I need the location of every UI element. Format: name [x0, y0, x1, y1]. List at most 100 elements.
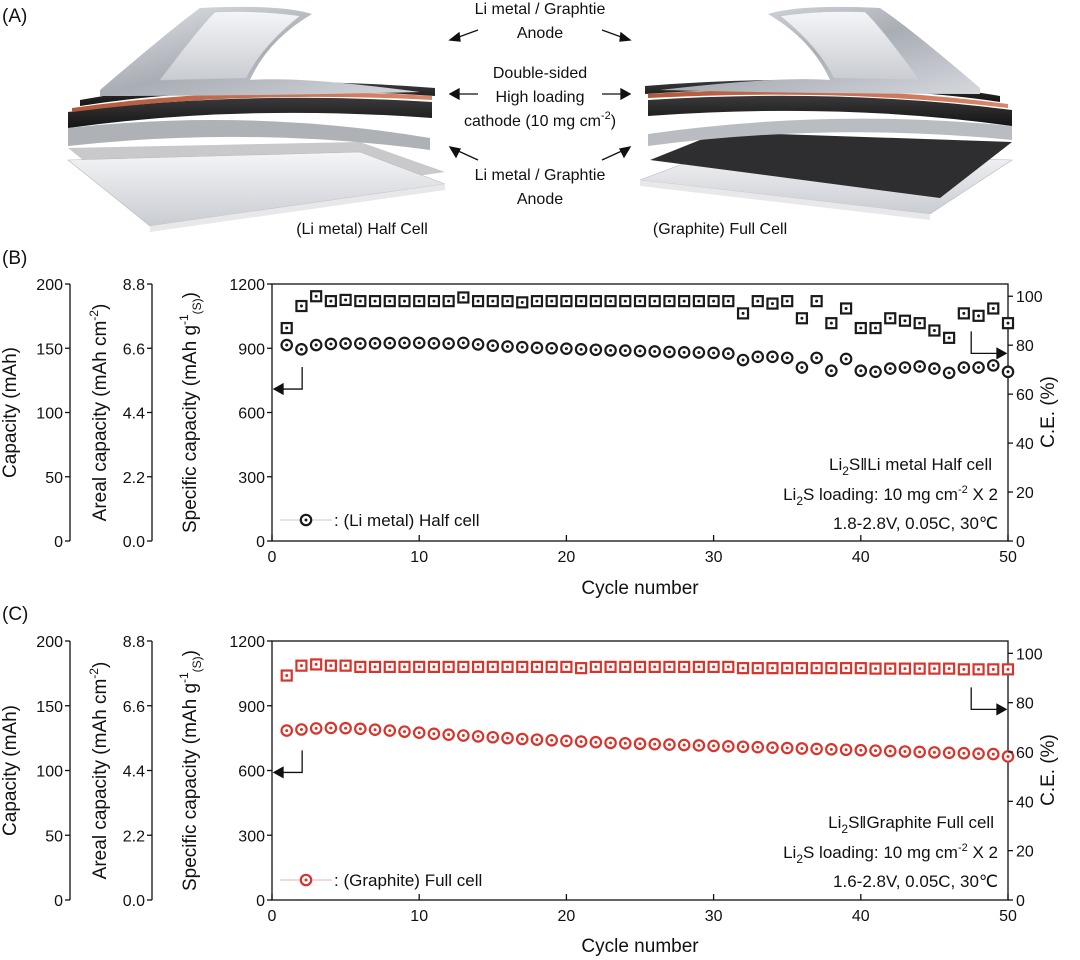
- capacity-point-23: [604, 736, 617, 750]
- ce-point-1-dot: [285, 674, 289, 678]
- y-axis-1-tick-label-2: 4.4: [123, 764, 145, 781]
- capacity-point-5: [339, 337, 352, 350]
- ce-point-2: [295, 659, 308, 672]
- ce-point-27-dot: [667, 665, 671, 669]
- y-axis-2-tick-label-0: 0: [256, 893, 265, 910]
- capacity-point-25-dot: [638, 349, 642, 353]
- capacity-point-44: [913, 745, 926, 759]
- ce-point-32-dot: [741, 666, 745, 670]
- capacity-point-42-dot: [888, 749, 892, 753]
- ce-point-18: [530, 660, 544, 674]
- capacity-point-17: [515, 340, 529, 354]
- capacity-point-38: [825, 743, 838, 756]
- capacity-point-13: [457, 336, 470, 350]
- capacity-point-12-dot: [447, 342, 451, 346]
- legend-marker: [299, 513, 313, 527]
- ce-point-49: [987, 663, 1000, 676]
- capacity-point-10: [412, 726, 426, 740]
- y-axis-1-label-main: Areal capacity (mAh cm: [90, 679, 111, 880]
- arrow-head: [448, 146, 461, 159]
- capacity-point-31-dot: [726, 352, 730, 356]
- ce-point-26-dot: [653, 665, 657, 669]
- ce-point-45-dot: [932, 667, 936, 671]
- ce-point-50-dot: [1006, 667, 1010, 671]
- y2-axis-label: C.E. (%): [1038, 734, 1059, 806]
- capacity-point-29: [692, 739, 706, 752]
- ce-point-34-dot: [770, 666, 774, 670]
- y-axis-1-tick-label-4: 8.8: [123, 277, 145, 294]
- ce-point-44-dot: [918, 321, 922, 325]
- y-axis-0-tick-label-2: 100: [36, 764, 63, 781]
- capacity-point-42: [883, 744, 897, 758]
- capacity-point-11-dot: [432, 732, 436, 736]
- capacity-point-2-dot: [299, 727, 303, 731]
- capacity-point-3-dot: [314, 343, 318, 347]
- ce-point-29: [692, 295, 705, 308]
- annotation-line3: 1.6-2.8V, 0.05C, 30℃: [833, 872, 998, 891]
- capacity-point-12: [442, 337, 455, 350]
- capacity-point-25: [633, 344, 647, 358]
- y-axis-1-label: Areal capacity (mAh cm-2): [87, 662, 111, 880]
- capacity-point-41: [869, 744, 882, 757]
- ce-point-42-dot: [888, 667, 892, 671]
- y-axis-0-tick-label-4: 200: [36, 277, 63, 294]
- capacity-point-46: [942, 366, 956, 380]
- ce-point-40-dot: [859, 666, 863, 670]
- y-axis-2-tick-label-3: 900: [238, 699, 265, 716]
- x-tick-label-30: 30: [705, 908, 723, 925]
- capacity-point-30-dot: [712, 744, 716, 748]
- capacity-point-40-dot: [859, 748, 863, 752]
- capacity-point-20: [560, 342, 573, 355]
- capacity-point-6-dot: [358, 342, 362, 346]
- ce-point-46-dot: [947, 667, 951, 671]
- capacity-point-29: [692, 346, 706, 359]
- ce-point-48-dot: [977, 667, 981, 671]
- ce-point-43-dot: [903, 667, 907, 671]
- x-axis-label: Cycle number: [581, 936, 699, 957]
- capacity-point-13-dot: [461, 341, 465, 345]
- capacity-point-14-dot: [476, 342, 480, 346]
- capacity-point-48: [972, 747, 985, 760]
- capacity-point-45-dot: [932, 367, 936, 371]
- ce-point-32: [736, 662, 750, 675]
- ce-point-23: [604, 295, 617, 308]
- ce-point-36-dot: [800, 666, 804, 670]
- legend-marker: [299, 873, 313, 887]
- capacity-point-42: [883, 362, 897, 375]
- ce-point-11-dot: [432, 299, 436, 303]
- capacity-point-9-dot: [402, 341, 406, 345]
- half-cell-illustration: [67, 6, 446, 232]
- capacity-point-43: [898, 745, 912, 758]
- capacity-point-19-dot: [550, 738, 554, 742]
- y-axis-2-label-close: ): [180, 292, 201, 298]
- ce-point-18: [530, 295, 544, 308]
- capacity-point-6: [354, 337, 367, 350]
- capacity-point-34: [766, 741, 779, 754]
- ce-point-1-dot: [285, 326, 289, 330]
- y-axis-1-tick-label-0: 0.0: [123, 893, 145, 910]
- capacity-point-10-dot: [417, 731, 421, 735]
- capacity-point-43-dot: [903, 366, 907, 370]
- capacity-point-7: [368, 723, 382, 737]
- ce-point-44-dot: [918, 667, 922, 671]
- panel-c-chart: (C) 0501001502000.02.24.46.68.8030060090…: [0, 604, 1059, 957]
- left-arrow-line: [282, 367, 303, 390]
- ce-point-30-dot: [712, 665, 716, 669]
- ce-point-34-dot: [770, 302, 774, 306]
- y-axis-1-label-main: Areal capacity (mAh cm: [90, 321, 111, 522]
- capacity-point-8: [383, 724, 397, 737]
- y-axis-1-tick-label-1: 2.2: [123, 828, 145, 845]
- ce-point-50: [1001, 317, 1015, 330]
- curled-separator: [159, 11, 301, 81]
- ce-point-11: [427, 295, 441, 308]
- ce-point-24: [619, 295, 632, 308]
- ce-point-35: [781, 295, 794, 308]
- ce-point-8: [383, 660, 396, 674]
- capacity-point-19: [545, 341, 558, 355]
- capacity-point-46-dot: [947, 371, 951, 375]
- ce-point-29-dot: [697, 665, 701, 669]
- capacity-point-25: [633, 737, 647, 751]
- ce-point-32: [736, 307, 750, 320]
- ce-point-48: [972, 309, 985, 322]
- capacity-point-41-dot: [874, 749, 878, 753]
